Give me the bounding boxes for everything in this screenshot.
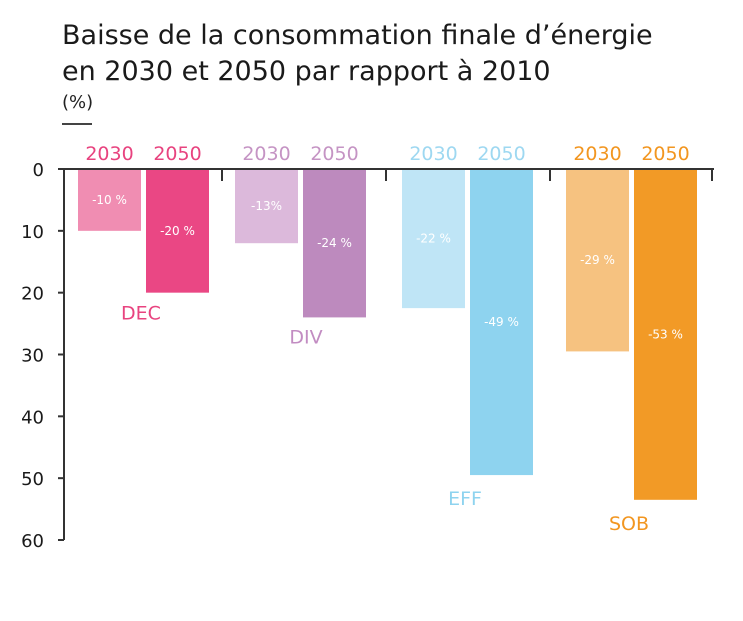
year-label-eff-2030: 2030: [409, 143, 457, 165]
year-label-sob-2050: 2050: [641, 143, 689, 165]
unit-underline: [62, 123, 92, 125]
year-label-dec-2030: 2030: [85, 143, 133, 165]
data-label-sob-2030: -29 %: [580, 253, 615, 267]
bar-div-2030: [235, 169, 298, 244]
y-tick-label-20: 20: [21, 284, 44, 305]
bar-sob-2050: [634, 169, 697, 500]
data-label-dec-2050: -20 %: [160, 224, 195, 238]
y-tick-label-0: 0: [33, 160, 44, 181]
chart-title: Baisse de la consommation finale d’énerg…: [62, 18, 722, 90]
bar-div-2050: [303, 169, 366, 318]
bar-eff-2050: [470, 169, 533, 476]
bar-eff-2030: [402, 169, 465, 309]
data-label-eff-2030: -22 %: [416, 232, 451, 246]
year-label-div-2050: 2050: [310, 143, 358, 165]
data-label-eff-2050: -49 %: [484, 315, 519, 329]
group-label-sob: SOB: [609, 513, 649, 535]
year-label-dec-2050: 2050: [153, 143, 201, 165]
data-label-dec-2030: -10 %: [92, 193, 127, 207]
bar-dec-2030: [78, 169, 141, 231]
y-tick-label-10: 10: [21, 222, 44, 243]
group-label-div: DIV: [289, 326, 322, 348]
year-label-eff-2050: 2050: [477, 143, 525, 165]
group-label-eff: EFF: [448, 488, 482, 510]
data-label-div-2030: -13%: [251, 199, 282, 213]
data-label-div-2050: -24 %: [317, 236, 352, 250]
chart-title-line-1: Baisse de la consommation finale d’énerg…: [62, 20, 653, 51]
data-label-sob-2050: -53 %: [648, 327, 683, 341]
y-tick-label-40: 40: [21, 407, 44, 428]
y-tick-label-50: 50: [21, 469, 44, 490]
y-axis-unit-label: (%): [62, 92, 94, 113]
chart-title-line-2: en 2030 et 2050 par rapport à 2010: [62, 56, 551, 87]
y-tick-label-30: 30: [21, 346, 44, 367]
bar-sob-2030: [566, 169, 629, 352]
bar-dec-2050: [146, 169, 209, 293]
group-label-dec: DEC: [121, 303, 161, 325]
y-tick-label-60: 60: [21, 531, 44, 552]
year-label-sob-2030: 2030: [573, 143, 621, 165]
year-label-div-2030: 2030: [242, 143, 290, 165]
